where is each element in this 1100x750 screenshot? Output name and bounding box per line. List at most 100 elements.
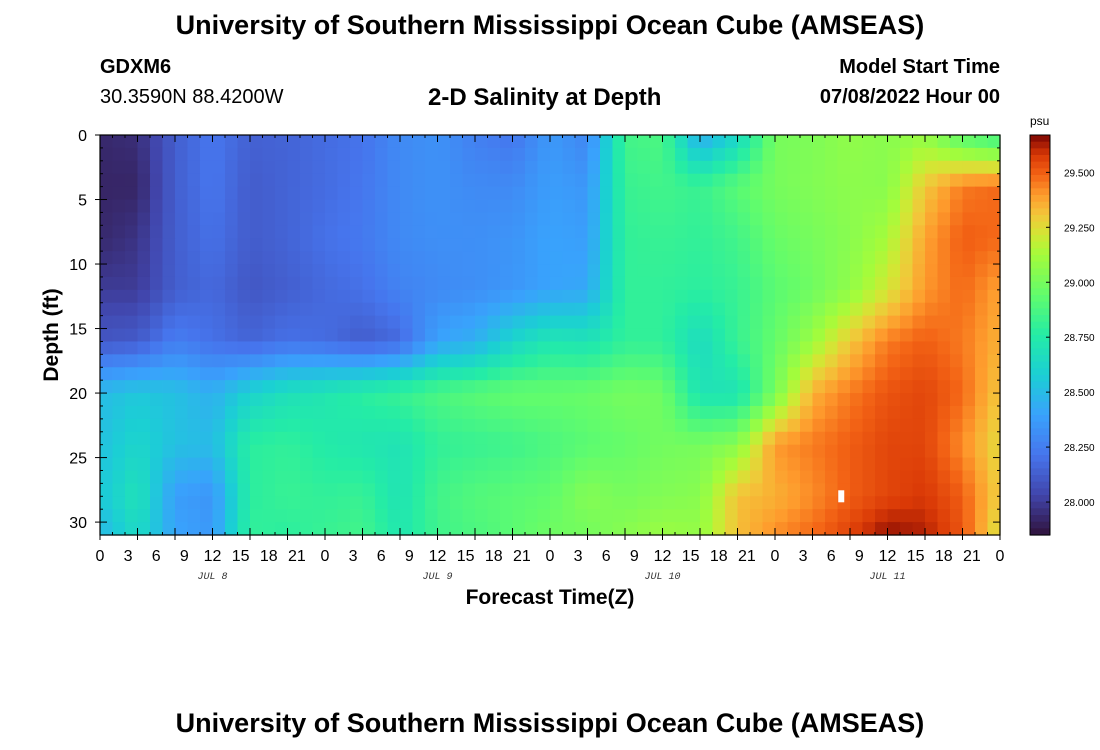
heatmap-cell bbox=[637, 405, 651, 420]
heatmap-cell bbox=[787, 509, 801, 523]
colorbar-segment bbox=[1030, 341, 1050, 349]
heatmap-cell bbox=[987, 315, 1001, 330]
heatmap-cell bbox=[837, 238, 851, 252]
heatmap-cell bbox=[287, 483, 301, 497]
heatmap-cell bbox=[512, 483, 526, 497]
heatmap-cell bbox=[100, 444, 114, 459]
heatmap-cell bbox=[150, 160, 164, 175]
heatmap-cell bbox=[887, 289, 901, 304]
heatmap-cell bbox=[750, 302, 764, 317]
heatmap-cell bbox=[162, 405, 176, 420]
heatmap-cell bbox=[225, 289, 239, 304]
heatmap-cell bbox=[312, 238, 326, 252]
heatmap-cell bbox=[600, 160, 614, 175]
heatmap-cell bbox=[675, 367, 689, 381]
colorbar-tick-label: 29.500 bbox=[1064, 168, 1095, 179]
heatmap-cell bbox=[925, 483, 939, 497]
heatmap-cell bbox=[887, 483, 901, 497]
heatmap-cell bbox=[425, 496, 439, 510]
heatmap-cell bbox=[600, 367, 614, 381]
heatmap-cell bbox=[937, 444, 951, 459]
heatmap-cell bbox=[112, 457, 126, 472]
heatmap-cell bbox=[300, 405, 314, 420]
heatmap-cell bbox=[162, 315, 176, 330]
heatmap-cell bbox=[337, 199, 351, 214]
heatmap-cell bbox=[475, 289, 489, 304]
heatmap-cell bbox=[187, 135, 201, 149]
heatmap-cell bbox=[850, 135, 864, 149]
heatmap-cell bbox=[287, 367, 301, 381]
heatmap-cell bbox=[950, 509, 964, 523]
heatmap-cell bbox=[662, 238, 676, 252]
heatmap-cell bbox=[325, 289, 339, 304]
heatmap-cell bbox=[225, 431, 239, 446]
heatmap-cell bbox=[175, 457, 189, 472]
colorbar-segment bbox=[1030, 388, 1050, 396]
heatmap-cell bbox=[850, 147, 864, 162]
heatmap-cell bbox=[812, 367, 826, 381]
heatmap-cell bbox=[387, 380, 401, 394]
heatmap-cell bbox=[137, 276, 151, 291]
heatmap-cell bbox=[562, 302, 576, 317]
heatmap-cell bbox=[912, 457, 926, 472]
heatmap-cell bbox=[550, 251, 564, 265]
heatmap-cell bbox=[975, 289, 989, 304]
heatmap-cell bbox=[262, 444, 276, 459]
x-tick-label: 12 bbox=[204, 548, 222, 565]
heatmap-cell bbox=[112, 367, 126, 381]
heatmap-cell bbox=[375, 160, 389, 175]
heatmap-cell bbox=[975, 380, 989, 394]
heatmap-cell bbox=[225, 212, 239, 226]
heatmap-cell bbox=[362, 367, 376, 381]
heatmap-cell bbox=[975, 160, 989, 175]
heatmap-cell bbox=[137, 212, 151, 226]
colorbar-segment bbox=[1030, 361, 1050, 369]
heatmap-cell bbox=[237, 328, 251, 343]
heatmap-cell bbox=[512, 199, 526, 214]
heatmap-cell bbox=[400, 444, 414, 459]
heatmap-cell bbox=[300, 470, 314, 484]
heatmap-cell bbox=[100, 135, 114, 149]
heatmap-cell bbox=[287, 135, 301, 149]
heatmap-cell bbox=[125, 509, 139, 523]
heatmap-cell bbox=[812, 328, 826, 343]
heatmap-cell bbox=[187, 444, 201, 459]
heatmap-cell bbox=[712, 380, 726, 394]
heatmap-cell bbox=[700, 238, 714, 252]
heatmap-cell bbox=[987, 186, 1001, 201]
heatmap-cell bbox=[925, 431, 939, 446]
heatmap-cell bbox=[325, 509, 339, 523]
heatmap-cell bbox=[625, 238, 639, 252]
heatmap-cell bbox=[375, 380, 389, 394]
heatmap-cell bbox=[775, 276, 789, 291]
heatmap-cell bbox=[700, 264, 714, 278]
heatmap-cell bbox=[362, 289, 376, 304]
y-tick-label: 30 bbox=[69, 515, 87, 532]
heatmap-cell bbox=[412, 160, 426, 175]
heatmap-cell bbox=[525, 457, 539, 472]
heatmap-cell bbox=[437, 405, 451, 420]
heatmap-cell bbox=[562, 212, 576, 226]
heatmap-cell bbox=[312, 393, 326, 407]
heatmap-cell bbox=[987, 135, 1001, 149]
x-tick-label: 18 bbox=[710, 548, 728, 565]
heatmap-cell bbox=[187, 522, 201, 536]
heatmap-cell bbox=[375, 470, 389, 484]
heatmap-cell bbox=[775, 199, 789, 214]
heatmap-cell bbox=[212, 225, 226, 239]
heatmap-cell bbox=[162, 160, 176, 175]
heatmap-cell bbox=[937, 135, 951, 149]
heatmap-cell bbox=[462, 354, 476, 368]
heatmap-cell bbox=[287, 496, 301, 510]
heatmap-cell bbox=[537, 367, 551, 381]
heatmap-cell bbox=[187, 393, 201, 407]
heatmap-cell bbox=[637, 173, 651, 188]
heatmap-cell bbox=[287, 147, 301, 162]
heatmap-cell bbox=[400, 173, 414, 188]
heatmap-cell bbox=[400, 186, 414, 201]
heatmap-cell bbox=[725, 431, 739, 446]
heatmap-cell bbox=[812, 315, 826, 330]
heatmap-cell bbox=[912, 238, 926, 252]
heatmap-cell bbox=[150, 444, 164, 459]
heatmap-cell bbox=[900, 341, 914, 355]
